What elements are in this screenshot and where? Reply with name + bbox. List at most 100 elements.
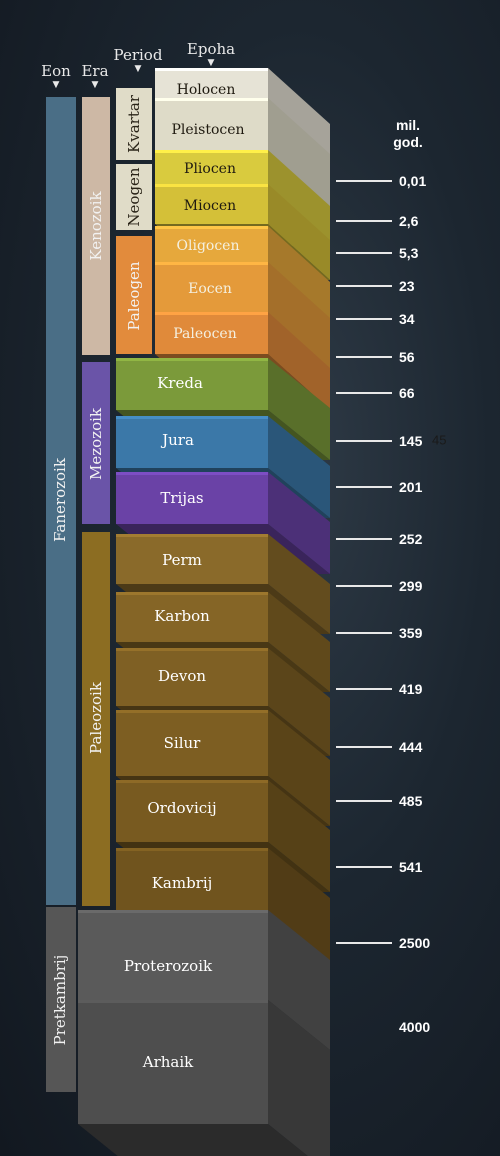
boundary-value-541: 541 — [399, 859, 423, 875]
main-block-2-front — [116, 472, 268, 524]
period-label-trijas: Trijas — [160, 489, 204, 507]
boundary-value-66: 66 — [399, 385, 415, 401]
epoch-label-pleistocen: Pleistocen — [171, 122, 245, 138]
main-block-0-top — [116, 358, 268, 361]
era-header-arrow-icon: ▼ — [91, 80, 99, 90]
main-block-8-top — [116, 848, 268, 851]
epoch-header-label: Epoha — [186, 40, 236, 58]
period-bar-neogen — [116, 164, 152, 230]
period-label-devon: Devon — [157, 667, 207, 685]
main-block-6-front — [116, 710, 268, 776]
main-block-0-side — [268, 358, 330, 460]
epoch-block-5-top — [155, 262, 268, 265]
period-label-ordovicij: Ordovicij — [147, 799, 217, 817]
main-block-7-top — [116, 780, 268, 783]
era-header-label: Era — [81, 62, 109, 80]
eon-label-proterozoik: Proterozoik — [123, 957, 213, 975]
tick-line — [336, 486, 392, 488]
main-block-2-top — [116, 472, 268, 475]
era-bar-kenozoik — [82, 97, 110, 355]
tick-line — [336, 585, 392, 587]
boundary-value-252: 252 — [399, 531, 423, 547]
epoch-label-eocen: Eocen — [188, 281, 232, 297]
main-block-0-front — [116, 358, 268, 410]
boundary-value-5-3: 5,3 — [399, 245, 419, 261]
main-block-10-top — [78, 1000, 268, 1003]
period-bar-paleogen — [116, 236, 152, 354]
main-block-5-front — [116, 648, 268, 706]
period-label-perm: Perm — [162, 551, 202, 569]
eon-label-fanerozoik: Fanerozoik — [51, 458, 69, 542]
eon-bar-pretkambrij — [46, 907, 76, 1092]
eon-bar-fanerozoik — [46, 97, 76, 905]
boundary-value-0-01: 0,01 — [399, 173, 427, 189]
period-header-arrow-icon: ▼ — [134, 64, 142, 74]
period-label-kvartar: Kvartar — [125, 95, 143, 153]
main-block-4-side — [268, 592, 330, 692]
epoch-block-5-side — [268, 262, 330, 372]
tick-line — [336, 180, 392, 182]
period-label-jura: Jura — [162, 431, 194, 449]
tick-line — [336, 392, 392, 394]
epoch-block-1-side — [268, 98, 330, 214]
period-header: Period ▼ — [112, 46, 164, 74]
main-block-1-front — [116, 416, 268, 468]
main-block-7-side — [268, 780, 330, 892]
main-block-4-front — [116, 592, 268, 642]
eon-header-arrow-icon: ▼ — [52, 80, 60, 90]
main-block-7-front — [116, 780, 268, 842]
tick-line — [336, 220, 392, 222]
boundary-value-359: 359 — [399, 625, 423, 641]
main-block-1-top — [116, 416, 268, 419]
tick-line — [336, 440, 392, 442]
eon-header-label: Eon — [41, 62, 71, 80]
epoch-block-3-front — [155, 184, 268, 224]
epoch-header-arrow-icon: ▼ — [207, 58, 215, 68]
main-block-10-side — [268, 1000, 330, 1156]
epoch-block-0-top — [155, 68, 268, 71]
epoch-block-2-top — [155, 150, 268, 153]
period-header-label: Period — [113, 46, 163, 64]
boundary-value-419: 419 — [399, 681, 423, 697]
epoch-block-0-front — [155, 68, 268, 100]
era-bar-paleozoik — [82, 532, 110, 906]
epoch-block-3-side — [268, 184, 330, 280]
era-label-mezozoik: Mezozoik — [87, 408, 105, 480]
period-bar-kvartar — [116, 88, 152, 160]
eon-header: Eon ▼ — [36, 62, 76, 90]
tick-line — [336, 252, 392, 254]
tick-line — [336, 866, 392, 868]
period-label-paleogen: Paleogen — [125, 261, 143, 331]
period-label-silur: Silur — [163, 734, 201, 752]
period-label-karbon: Karbon — [154, 607, 210, 625]
unit-label: mil. god. — [388, 117, 428, 151]
tick-line — [336, 318, 392, 320]
epoch-label-holocen: Holocen — [176, 82, 236, 98]
unit-line-2: god. — [393, 134, 423, 150]
main-block-5-side — [268, 648, 330, 756]
epoch-label-miocen: Miocen — [183, 198, 237, 214]
tick-line — [336, 356, 392, 358]
tick-line — [336, 746, 392, 748]
epoch-block-1-front — [155, 98, 268, 158]
boundary-value-2-6: 2,6 — [399, 213, 419, 229]
boundary-value-2500: 2500 — [399, 935, 431, 951]
boundary-value-444: 444 — [399, 739, 423, 755]
boundary-value-23: 23 — [399, 278, 415, 294]
era-header: Era ▼ — [78, 62, 112, 90]
epoch-block-6-top — [155, 312, 268, 315]
main-block-10-bottom — [78, 1124, 308, 1156]
tick-line — [336, 942, 392, 944]
epoch-block-2-front — [155, 150, 268, 190]
epoch-block-0-side — [268, 68, 330, 156]
tick-line — [336, 538, 392, 540]
main-block-8-side — [268, 848, 330, 974]
epoch-block-6-side — [268, 312, 330, 410]
unit-line-1: mil. — [395, 117, 421, 133]
epoch-block-5-front — [155, 262, 268, 316]
epoch-label-paleocen: Paleocen — [173, 326, 237, 342]
tick-line — [336, 285, 392, 287]
era-label-kenozoik: Kenozoik — [87, 191, 105, 261]
epoch-block-3-top — [155, 184, 268, 187]
